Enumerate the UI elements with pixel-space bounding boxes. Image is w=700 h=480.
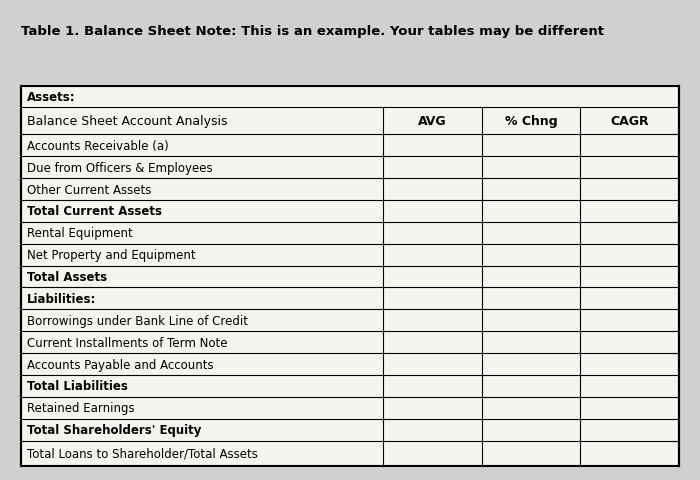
Text: Total Shareholders' Equity: Total Shareholders' Equity [27,423,201,436]
Text: Borrowings under Bank Line of Credit: Borrowings under Bank Line of Credit [27,314,248,327]
Text: % Chng: % Chng [505,115,557,128]
Text: Total Assets: Total Assets [27,270,106,284]
Text: Assets:: Assets: [27,90,75,103]
Text: Total Liabilities: Total Liabilities [27,380,127,393]
Text: Accounts Receivable (a): Accounts Receivable (a) [27,140,168,153]
Text: Table 1. Balance Sheet Note: This is an example. Your tables may be different: Table 1. Balance Sheet Note: This is an … [21,25,604,38]
Text: Net Property and Equipment: Net Property and Equipment [27,249,195,262]
Text: CAGR: CAGR [610,115,649,128]
Text: Retained Earnings: Retained Earnings [27,401,134,414]
Text: Liabilities:: Liabilities: [27,292,96,305]
Text: AVG: AVG [418,115,447,128]
Text: Other Current Assets: Other Current Assets [27,183,151,196]
Text: Total Current Assets: Total Current Assets [27,205,162,218]
Text: Balance Sheet Account Analysis: Balance Sheet Account Analysis [27,115,227,128]
Text: Current Installments of Term Note: Current Installments of Term Note [27,336,227,349]
Text: Total Loans to Shareholder/Total Assets: Total Loans to Shareholder/Total Assets [27,447,258,460]
Text: Accounts Payable and Accounts: Accounts Payable and Accounts [27,358,214,371]
Text: Rental Equipment: Rental Equipment [27,227,132,240]
Text: Due from Officers & Employees: Due from Officers & Employees [27,161,212,174]
